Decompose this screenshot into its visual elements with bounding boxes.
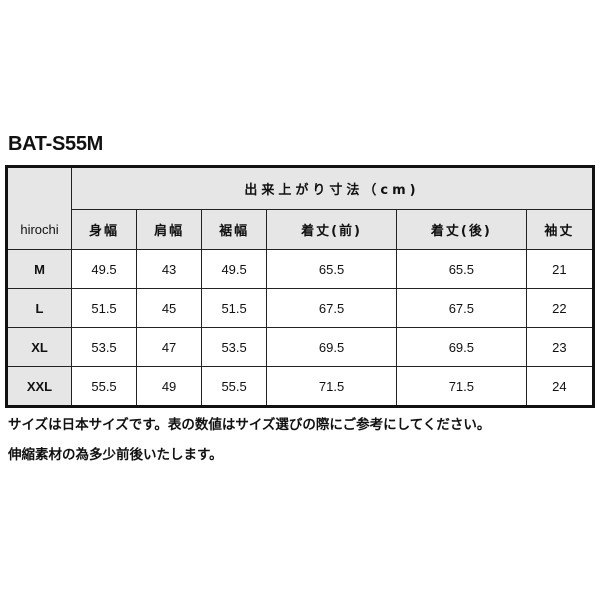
note-stretch: 伸縮素材の為多少前後いたします。	[8, 447, 223, 463]
table-row: XL 53.5 47 53.5 69.5 69.5 23	[6, 327, 595, 367]
size-label: M	[6, 249, 72, 289]
measurement-cell: 22	[525, 288, 595, 328]
column-header: 着丈(後)	[395, 209, 527, 250]
column-header: 着丈(前)	[266, 209, 397, 250]
table-row: XXL 55.5 49 55.5 71.5 71.5 24	[6, 366, 595, 407]
product-code-title: BAT-S55M	[8, 133, 104, 155]
size-chart-table: hirochi 出来上がり寸法（cm) 身幅 肩幅 裾幅 着丈(前) 着丈(後)…	[5, 165, 595, 408]
measurement-cell: 55.5	[201, 366, 268, 407]
size-label: L	[6, 288, 72, 328]
table-row: M 49.5 43 49.5 65.5 65.5 21	[6, 249, 595, 289]
measurement-cell: 67.5	[395, 288, 527, 328]
measurement-cell: 53.5	[70, 327, 138, 367]
measurement-cell: 47	[136, 327, 203, 367]
measurement-cell: 69.5	[266, 327, 397, 367]
column-header: 袖丈	[525, 209, 595, 250]
note-sizing: サイズは日本サイズです。表の数値はサイズ選びの際にご参考にしてください。	[8, 417, 491, 433]
measurement-cell: 55.5	[70, 366, 138, 407]
table-row: L 51.5 45 51.5 67.5 67.5 22	[6, 288, 595, 328]
measurement-cell: 71.5	[395, 366, 527, 407]
measurement-cell: 43	[136, 249, 203, 289]
column-header: 裾幅	[201, 209, 268, 250]
corner-label: hirochi	[6, 166, 72, 250]
size-label: XXL	[6, 366, 72, 407]
measurement-cell: 49.5	[201, 249, 268, 289]
measurement-cell: 23	[525, 327, 595, 367]
measurement-cell: 49	[136, 366, 203, 407]
group-header: 出来上がり寸法（cm)	[71, 166, 594, 210]
measurement-cell: 65.5	[395, 249, 527, 289]
measurement-cell: 65.5	[266, 249, 397, 289]
column-header: 身幅	[70, 209, 138, 250]
measurement-cell: 24	[525, 366, 595, 407]
group-header-row: hirochi 出来上がり寸法（cm)	[6, 166, 594, 250]
measurement-cell: 67.5	[266, 288, 397, 328]
measurement-cell: 51.5	[201, 288, 268, 328]
measurement-cell: 45	[136, 288, 203, 328]
measurement-cell: 71.5	[266, 366, 397, 407]
measurement-cell: 51.5	[70, 288, 138, 328]
measurement-cell: 69.5	[395, 327, 527, 367]
measurement-cell: 53.5	[201, 327, 268, 367]
column-header: 肩幅	[136, 209, 203, 250]
measurement-cell: 21	[525, 249, 595, 289]
measurement-cell: 49.5	[70, 249, 138, 289]
size-label: XL	[6, 327, 72, 367]
column-header-row: 身幅 肩幅 裾幅 着丈(前) 着丈(後) 袖丈	[7, 209, 595, 250]
